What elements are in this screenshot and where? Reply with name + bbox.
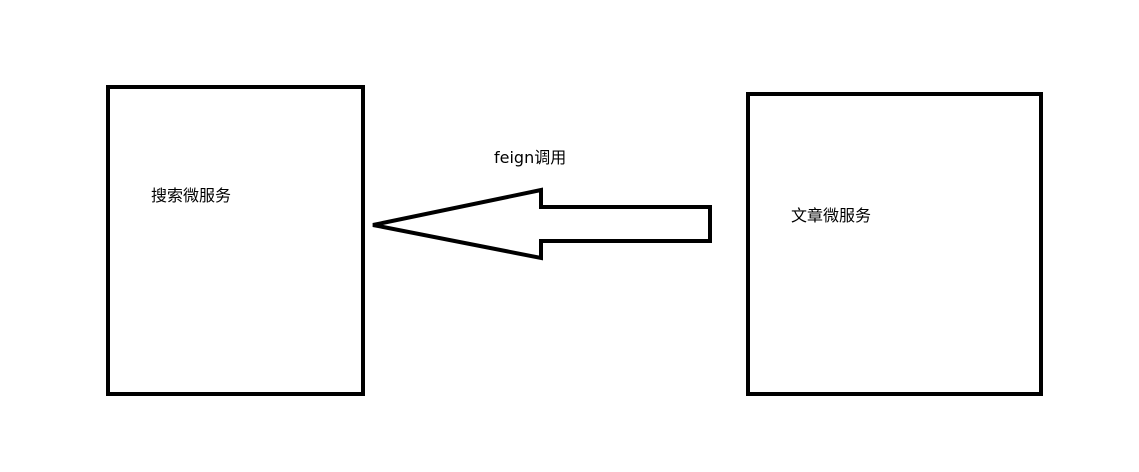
article-service-box bbox=[746, 92, 1043, 396]
feign-call-label: feign调用 bbox=[494, 148, 567, 167]
article-service-label: 文章微服务 bbox=[791, 206, 872, 225]
search-service-box bbox=[106, 85, 365, 396]
search-service-label: 搜索微服务 bbox=[151, 186, 232, 205]
arrow-shape bbox=[372, 187, 712, 261]
